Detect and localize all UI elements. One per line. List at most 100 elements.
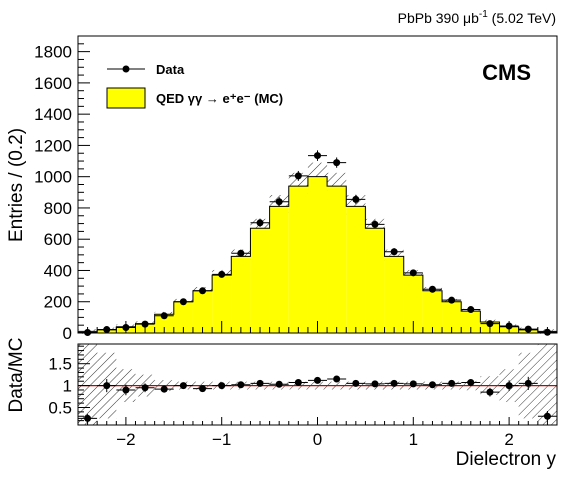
- ratio-point: [237, 381, 245, 389]
- mc-bin: [154, 314, 174, 333]
- ratio-y-tick-label: 1: [63, 377, 72, 396]
- legend-mc-swatch: [106, 87, 146, 109]
- mc-bin: [403, 275, 423, 333]
- mc-bin: [384, 256, 404, 333]
- mc-bin: [422, 290, 443, 333]
- x-tick-label: −2: [116, 430, 135, 449]
- data-point: [179, 298, 187, 306]
- data-point: [409, 269, 417, 277]
- y-tick-label: 1200: [34, 136, 72, 155]
- mc-bin: [365, 228, 385, 333]
- ratio-point: [141, 384, 149, 392]
- ratio-point: [390, 379, 398, 387]
- mc-outline: [77, 176, 558, 333]
- y-tick-label: 1000: [34, 168, 72, 187]
- ratio-uncertainty-bin: [537, 344, 557, 425]
- y-tick-label: 800: [44, 199, 72, 218]
- luminosity-label: PbPb 390 μb-1 (5.02 TeV): [398, 9, 556, 26]
- x-tick-label: −1: [212, 430, 231, 449]
- ratio-uncertainty-band: [78, 344, 557, 425]
- y-tick-label: 1600: [34, 74, 72, 93]
- data-point: [486, 320, 494, 328]
- data-point: [428, 285, 436, 293]
- mc-bin: [173, 301, 193, 333]
- data-point: [294, 172, 302, 180]
- ratio-point: [314, 376, 321, 384]
- y-tick-label: 600: [44, 230, 72, 249]
- data-point: [218, 270, 226, 278]
- legend-entry-data: Data: [107, 62, 185, 77]
- data-point: [256, 219, 264, 227]
- mc-bin: [461, 311, 481, 333]
- y-tick-label: 0: [63, 324, 72, 343]
- data-point: [448, 296, 456, 304]
- ratio-point: [294, 379, 302, 387]
- ratio-point: [448, 379, 456, 387]
- ratio-uncertainty-bin: [78, 344, 98, 425]
- ratio-y-axis: 0.5 1 1.5: [48, 345, 90, 422]
- mc-bin: [269, 206, 289, 333]
- ratio-point: [371, 380, 379, 388]
- ratio-point: [179, 382, 187, 390]
- ratio-point: [505, 382, 513, 390]
- ratio-y-tick-label: 1.5: [48, 355, 72, 374]
- legend-mc-label: QED γγ → e⁺e⁻ (MC): [156, 91, 283, 106]
- data-point: [199, 287, 207, 295]
- data-point: [371, 220, 379, 228]
- mc-bin: [212, 275, 232, 333]
- ratio-point: [352, 379, 360, 387]
- main-y-axis-title: Entries / (0.2): [6, 128, 27, 242]
- x-tick-label: 2: [504, 430, 513, 449]
- mc-bin: [307, 176, 328, 333]
- ratio-x-axis: −2 −1 0 1 2: [87, 417, 548, 449]
- experiment-label: CMS: [482, 60, 531, 85]
- legend: Data QED γγ → e⁺e⁻ (MC): [106, 62, 283, 109]
- y-tick-label: 1800: [34, 43, 72, 62]
- ratio-points: [78, 375, 557, 423]
- ratio-point: [467, 379, 475, 387]
- ratio-point: [543, 412, 551, 420]
- main-panel: 0 200 400 600 800 1000 1200 1400 1600 1800: [34, 35, 558, 343]
- ratio-point: [409, 380, 417, 388]
- ratio-point: [428, 381, 436, 389]
- legend-entry-mc: QED γγ → e⁺e⁻ (MC): [106, 87, 283, 109]
- ratio-point: [486, 388, 494, 396]
- ratio-point: [333, 375, 341, 383]
- ratio-panel: 0.5 1 1.5 −2 −1 0 1 2: [48, 343, 558, 449]
- y-tick-label: 200: [44, 293, 72, 312]
- x-tick-label: 0: [313, 430, 322, 449]
- ratio-point: [275, 380, 283, 388]
- data-point: [467, 306, 475, 314]
- data-point: [352, 195, 360, 203]
- ratio-point: [160, 385, 168, 393]
- y-tick-label: 1400: [34, 105, 72, 124]
- data-points: [78, 150, 557, 337]
- y-tick-label: 400: [44, 261, 72, 280]
- data-point: [390, 248, 398, 256]
- ratio-point: [256, 379, 264, 387]
- ratio-point: [103, 382, 111, 390]
- ratio-y-axis-title: Data/MC: [6, 338, 27, 413]
- data-point: [237, 249, 245, 257]
- x-tick-label: 1: [409, 430, 418, 449]
- mc-histogram: [77, 176, 558, 333]
- main-x-ticks: [87, 321, 548, 333]
- main-frame: [77, 35, 558, 334]
- mc-bin: [250, 228, 270, 333]
- data-point: [333, 159, 341, 167]
- ratio-point: [122, 386, 130, 394]
- mc-bin: [231, 256, 251, 333]
- mc-bin: [288, 186, 308, 333]
- data-point: [275, 198, 283, 206]
- ratio-point: [524, 379, 532, 387]
- main-y-axis: 0 200 400 600 800 1000 1200 1400 1600 1800: [34, 35, 90, 343]
- data-point: [160, 312, 168, 320]
- mc-bin: [192, 290, 213, 333]
- ratio-point: [199, 385, 207, 393]
- mc-bin: [346, 206, 366, 333]
- ratio-frame: [77, 343, 558, 426]
- ratio-point: [218, 382, 226, 390]
- ratio-y-tick-label: 0.5: [48, 398, 72, 417]
- data-point: [141, 320, 149, 328]
